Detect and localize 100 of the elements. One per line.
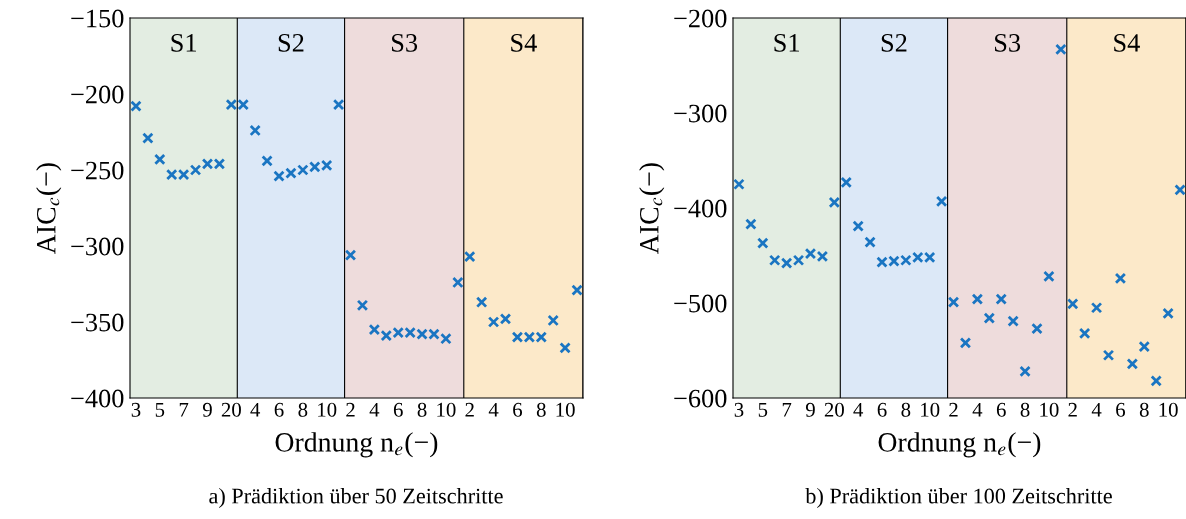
point xyxy=(1150,375,1162,387)
point xyxy=(733,178,745,191)
point xyxy=(1102,349,1115,362)
x-tick-label: 20 xyxy=(221,402,241,417)
annotation: S2 xyxy=(278,34,304,52)
x-tick-label: 8 xyxy=(298,402,308,417)
x-tick-label: 8 xyxy=(901,402,911,417)
point xyxy=(154,153,166,166)
x-tick-label: 6 xyxy=(274,402,284,417)
point xyxy=(261,155,273,167)
x-tick-label: 10 xyxy=(318,402,337,417)
point xyxy=(947,296,960,308)
x-tick-label: 10 xyxy=(556,402,575,417)
y-axis-title: AIC$_{c}$(−) xyxy=(36,163,62,254)
x-tick-label: 7 xyxy=(782,402,792,417)
point xyxy=(130,100,142,112)
point xyxy=(249,124,261,137)
x-tick-label: 8 xyxy=(536,402,546,417)
point xyxy=(1174,184,1186,196)
point xyxy=(1007,315,1019,327)
x-tick-label: 8 xyxy=(1139,402,1149,417)
y-tick-label: −200 xyxy=(71,85,124,104)
point xyxy=(440,332,452,345)
point xyxy=(547,314,559,327)
point xyxy=(1078,327,1091,340)
annotation: S1 xyxy=(774,34,799,52)
point xyxy=(1126,358,1139,370)
y-tick-label: −250 xyxy=(71,161,124,180)
x-tick-label: 2 xyxy=(346,402,355,417)
x-tick-label: 8 xyxy=(417,402,427,417)
point xyxy=(1031,322,1043,335)
annotation: S4 xyxy=(1114,34,1140,52)
x-tick-label: 7 xyxy=(179,402,189,417)
x-tick-label: 2 xyxy=(1068,402,1077,417)
x-axis-title: Ordnung n$_{e}$(−) xyxy=(275,432,438,458)
point xyxy=(142,132,154,144)
point xyxy=(828,196,841,209)
point xyxy=(571,284,583,296)
annotation: S4 xyxy=(511,34,537,52)
annotation: S3 xyxy=(392,34,418,52)
annotation: S1 xyxy=(171,34,196,52)
point xyxy=(959,337,972,349)
y-tick-label: −200 xyxy=(674,9,727,28)
x-tick-label: 5 xyxy=(758,402,768,417)
x-tick-label: 8 xyxy=(1020,402,1030,417)
y-tick-label: −400 xyxy=(674,199,727,218)
x-tick-label: 4 xyxy=(853,402,864,417)
point xyxy=(1162,307,1174,320)
x-tick-label: 2 xyxy=(949,402,958,417)
point xyxy=(745,218,757,230)
x-axis-title: Ordnung n$_{e}$(−) xyxy=(878,432,1041,458)
x-tick-label: 10 xyxy=(921,402,940,417)
point xyxy=(368,323,381,336)
point xyxy=(983,312,996,324)
annotation: S2 xyxy=(881,34,907,52)
y-tick-label: −500 xyxy=(674,294,727,313)
x-tick-label: 10 xyxy=(1159,402,1178,417)
point xyxy=(852,220,864,232)
point xyxy=(1066,298,1079,310)
y-tick-label: −300 xyxy=(71,237,124,256)
point xyxy=(1055,43,1067,56)
text: a) Prädiktion über 50 Zeitschritte xyxy=(209,487,503,509)
y-tick-label: −400 xyxy=(71,389,124,408)
x-tick-label: 9 xyxy=(202,402,212,417)
y-tick-label: −350 xyxy=(71,313,124,332)
point xyxy=(344,249,357,261)
annotation: S3 xyxy=(995,34,1021,52)
x-tick-label: 10 xyxy=(437,402,456,417)
y-axis-title: AIC$_{c}$(−) xyxy=(639,163,665,254)
point xyxy=(189,164,202,176)
x-tick-label: 6 xyxy=(1116,402,1126,417)
point xyxy=(1019,365,1031,378)
point xyxy=(356,299,369,312)
x-tick-label: 4 xyxy=(488,402,499,417)
x-tick-label: 6 xyxy=(393,402,403,417)
point xyxy=(463,250,476,263)
text: b) Prädiktion über 100 Zeitschritte xyxy=(805,487,1112,509)
point xyxy=(840,176,853,189)
point xyxy=(1138,340,1151,353)
x-tick-label: 4 xyxy=(250,402,261,417)
point xyxy=(757,237,769,249)
x-tick-label: 3 xyxy=(734,402,744,417)
point xyxy=(1090,301,1103,314)
point xyxy=(864,236,876,248)
x-tick-label: 6 xyxy=(996,402,1006,417)
x-tick-label: 5 xyxy=(155,402,165,417)
y-tick-label: −150 xyxy=(71,9,124,28)
point xyxy=(332,98,345,111)
x-tick-label: 6 xyxy=(513,402,523,417)
x-tick-label: 3 xyxy=(131,402,141,417)
x-tick-label: 4 xyxy=(369,402,380,417)
y-tick-label: −600 xyxy=(674,389,727,408)
x-tick-label: 20 xyxy=(824,402,844,417)
x-tick-label: 4 xyxy=(972,402,983,417)
point xyxy=(475,296,488,309)
point xyxy=(559,342,571,354)
point xyxy=(1114,272,1127,285)
x-tick-label: 10 xyxy=(1040,402,1059,417)
x-tick-label: 4 xyxy=(1091,402,1102,417)
point xyxy=(971,293,984,305)
